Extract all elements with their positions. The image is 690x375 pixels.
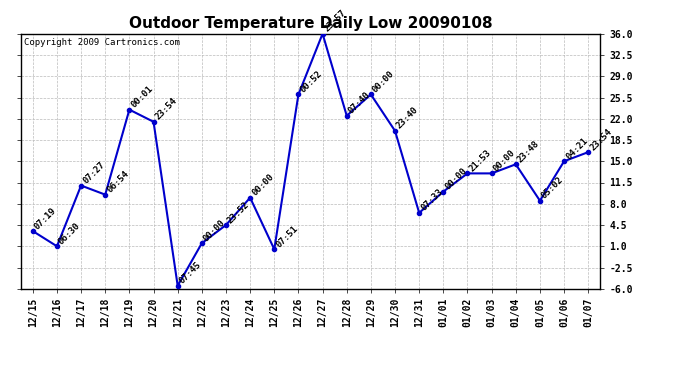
Text: 21:53: 21:53 [467,148,493,173]
Text: 00:00: 00:00 [371,69,396,94]
Text: 23:57: 23:57 [322,8,348,34]
Text: 23:40: 23:40 [395,105,420,131]
Text: 23:54: 23:54 [588,127,613,152]
Text: 00:00: 00:00 [201,218,227,243]
Text: 23:48: 23:48 [515,139,541,164]
Text: 04:21: 04:21 [564,136,589,161]
Text: Copyright 2009 Cartronics.com: Copyright 2009 Cartronics.com [23,38,179,46]
Text: 07:19: 07:19 [33,206,58,231]
Text: 07:40: 07:40 [346,90,372,116]
Text: 07:33: 07:33 [419,188,444,213]
Text: 06:54: 06:54 [105,169,130,195]
Text: 06:30: 06:30 [57,221,82,246]
Text: 00:00: 00:00 [250,172,275,198]
Text: 23:52: 23:52 [226,200,251,225]
Text: 07:45: 07:45 [177,260,203,286]
Text: 00:01: 00:01 [129,84,155,109]
Text: 05:02: 05:02 [540,176,565,201]
Text: 23:54: 23:54 [153,96,179,122]
Text: 07:51: 07:51 [274,224,299,249]
Text: 00:52: 00:52 [298,69,324,94]
Text: 07:27: 07:27 [81,160,106,186]
Text: 00:00: 00:00 [443,166,469,192]
Text: 00:00: 00:00 [491,148,517,173]
Title: Outdoor Temperature Daily Low 20090108: Outdoor Temperature Daily Low 20090108 [129,16,492,31]
